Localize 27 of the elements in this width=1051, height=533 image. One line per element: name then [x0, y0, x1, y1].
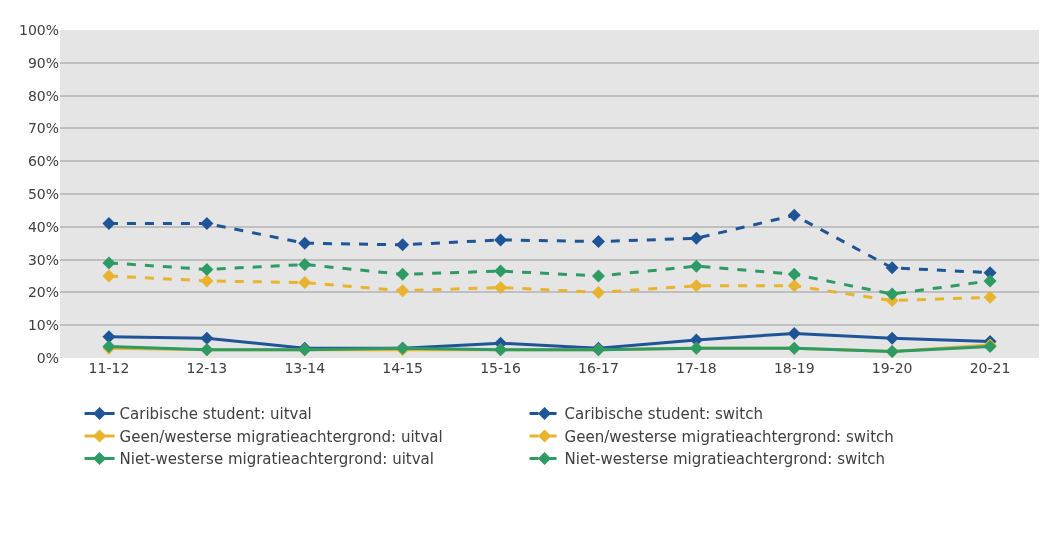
legend-label: Caribische student: switch	[564, 405, 763, 424]
legend-label: Niet-westerse migratieachtergrond: uitval	[119, 450, 434, 469]
y-tick-label: 100%	[18, 21, 59, 38]
y-tick-label: 90%	[27, 54, 59, 71]
x-tick-label: 16-17	[578, 360, 619, 376]
x-tick-label: 17-18	[676, 360, 717, 376]
x-tick-label: 18-19	[773, 360, 815, 376]
legend-label: Geen/westerse migratieachtergrond: uitval	[119, 427, 443, 446]
legend-label: Caribische student: uitval	[119, 405, 312, 424]
x-tick-label: 15-16	[480, 360, 521, 376]
y-tick-label: 20%	[27, 284, 59, 301]
x-tick-label: 14-15	[382, 360, 423, 376]
x-tick-label: 12-13	[186, 360, 228, 376]
y-tick-label: 10%	[27, 317, 59, 334]
x-tick-label: 20-21	[969, 360, 1011, 376]
y-tick-label: 70%	[27, 120, 59, 137]
y-tick-label: 80%	[27, 87, 59, 104]
y-tick-label: 0%	[36, 349, 59, 366]
y-tick-label: 50%	[27, 185, 59, 202]
x-tick-label: 13-14	[284, 360, 326, 376]
y-tick-label: 60%	[27, 153, 59, 170]
x-tick-label: 19-20	[871, 360, 913, 376]
y-tick-label: 30%	[27, 251, 59, 268]
legend-label: Niet-westerse migratieachtergrond: switch	[564, 450, 886, 469]
y-tick-label: 40%	[27, 218, 59, 235]
x-tick-label: 11-12	[88, 360, 130, 376]
legend-label: Geen/westerse migratieachtergrond: switch	[564, 427, 894, 446]
